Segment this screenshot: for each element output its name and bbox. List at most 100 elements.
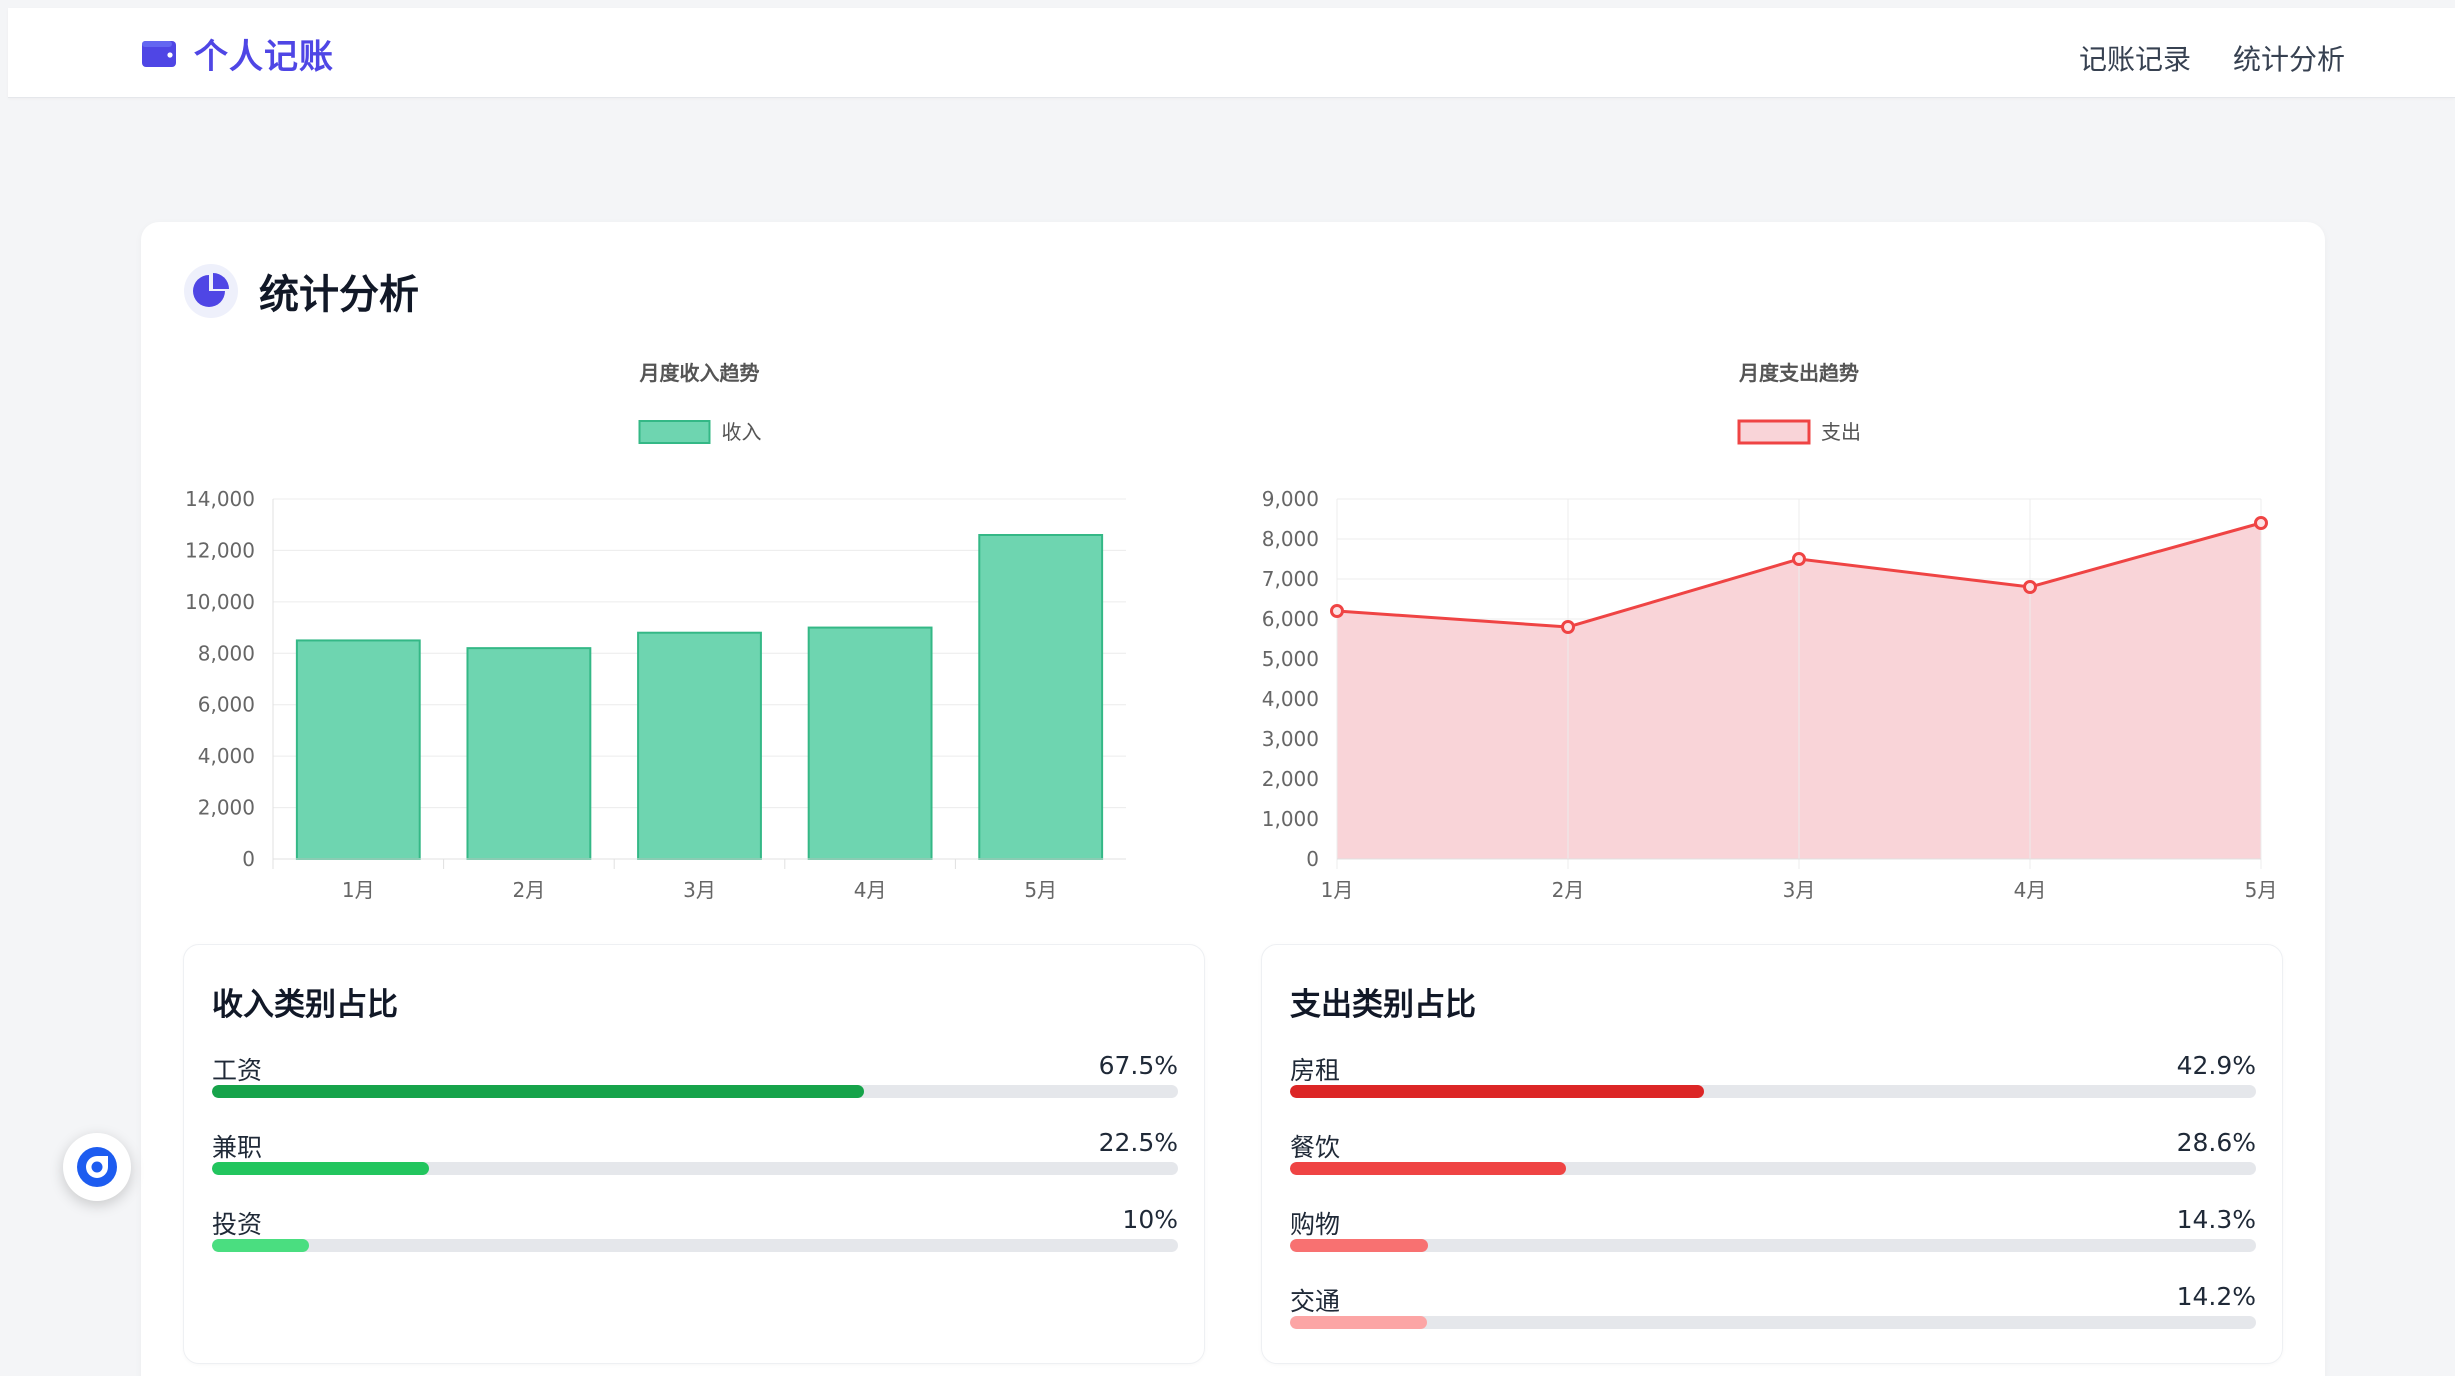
y-tick-label: 14,000	[185, 487, 255, 511]
category-name: 餐饮	[1290, 1133, 1341, 1162]
y-tick-label: 1,000	[1262, 807, 1319, 831]
x-tick-label: 2月	[1552, 878, 1585, 902]
progress-fill	[1290, 1162, 1567, 1175]
category-percent: 14.3%	[2176, 1205, 2256, 1234]
category-row: 工资 67.5%	[212, 1051, 1178, 1111]
data-point	[1792, 552, 1806, 566]
data-point	[2023, 580, 2037, 594]
category-percent: 10%	[1122, 1205, 1178, 1234]
progress-track	[1290, 1316, 2256, 1329]
progress-fill	[212, 1239, 309, 1252]
y-tick-label: 5,000	[1262, 647, 1319, 671]
expense-category-title: 支出类别占比	[1290, 987, 1476, 1023]
category-name: 房租	[1290, 1056, 1341, 1085]
income-chart: 月度收入趋势收入 0 2,000 4,000 6,000 8,000 10,000 12,00…	[171, 352, 1171, 916]
category-percent: 67.5%	[1098, 1051, 1178, 1080]
assistant-icon	[77, 1147, 117, 1187]
wallet-icon	[142, 41, 176, 67]
data-point	[1561, 620, 1575, 634]
y-tick-label: 10,000	[185, 590, 255, 614]
category-row: 交通 14.2%	[1290, 1282, 2256, 1342]
expense-chart: 月度支出趋势支出 0 1,000 2,000 3,000 4,000 5,000 6,000 7…	[1249, 352, 2299, 916]
category-row: 投资 10%	[212, 1205, 1178, 1265]
progress-track	[212, 1162, 1178, 1175]
section-header: 统计分析	[183, 262, 419, 320]
x-tick-label: 2月	[513, 878, 546, 902]
progress-fill	[212, 1085, 865, 1098]
statistics-card: 统计分析 月度收入趋势收入 0 2,000 4,000 6,000 8,000 10,000…	[141, 222, 2325, 1376]
income-category-card: 收入类别占比 工资 67.5% 兼职 22.5% 投资 10%	[183, 944, 1205, 1364]
brand-title: 个人记账	[194, 36, 334, 77]
y-tick-label: 6,000	[1262, 607, 1319, 631]
x-tick-label: 5月	[1024, 878, 1057, 902]
y-tick-label: 4,000	[198, 744, 255, 768]
category-row: 兼职 22.5%	[212, 1128, 1178, 1188]
legend-label: 收入	[722, 420, 762, 444]
category-percent: 42.9%	[2176, 1051, 2256, 1080]
y-tick-label: 7,000	[1262, 567, 1319, 591]
progress-track	[212, 1239, 1178, 1252]
y-tick-label: 4,000	[1262, 687, 1319, 711]
category-name: 交通	[1290, 1287, 1341, 1316]
data-point	[2254, 516, 2268, 530]
y-tick-label: 0	[242, 847, 255, 871]
y-tick-label: 3,000	[1262, 727, 1319, 751]
bar	[807, 626, 933, 861]
category-row: 餐饮 28.6%	[1290, 1128, 2256, 1188]
x-tick-label: 1月	[342, 878, 375, 902]
y-tick-label: 0	[1306, 847, 1319, 871]
category-percent: 14.2%	[2176, 1282, 2256, 1311]
category-name: 购物	[1290, 1210, 1341, 1239]
pie-chart-icon	[184, 264, 238, 318]
category-row: 房租 42.9%	[1290, 1051, 2256, 1111]
bar	[978, 534, 1104, 860]
progress-fill	[1290, 1316, 1428, 1329]
category-percent: 22.5%	[1098, 1128, 1178, 1157]
y-tick-label: 2,000	[1262, 767, 1319, 791]
progress-fill	[1290, 1085, 1705, 1098]
data-point	[1330, 604, 1344, 618]
legend-swatch	[638, 420, 711, 444]
legend-label: 支出	[1821, 420, 1861, 444]
expense-category-card: 支出类别占比 房租 42.9% 餐饮 28.6% 购物 14.3% 交通 14.…	[1261, 944, 2283, 1364]
bar	[466, 647, 592, 860]
category-name: 投资	[212, 1210, 263, 1239]
progress-track	[1290, 1085, 2256, 1098]
progress-fill	[1290, 1239, 1429, 1252]
x-tick-label: 4月	[2014, 878, 2047, 902]
x-tick-label: 1月	[1321, 878, 1354, 902]
progress-track	[1290, 1162, 2256, 1175]
x-tick-label: 5月	[2245, 878, 2278, 902]
y-tick-label: 12,000	[185, 538, 255, 562]
income-category-title: 收入类别占比	[212, 987, 398, 1023]
nav-link-records[interactable]: 记账记录	[2078, 43, 2191, 76]
chart-title: 月度收入趋势	[639, 361, 760, 385]
assistant-float-button[interactable]	[63, 1133, 131, 1201]
y-tick-label: 2,000	[198, 796, 255, 820]
bar	[637, 631, 762, 861]
progress-track	[212, 1085, 1178, 1098]
brand[interactable]: 个人记账	[140, 30, 334, 77]
chart-title: 月度支出趋势	[1738, 361, 1859, 385]
section-title: 统计分析	[259, 272, 419, 318]
legend-swatch	[1737, 419, 1811, 445]
main-nav: 记账记录 统计分析	[2079, 38, 2345, 78]
top-navbar: 个人记账 记账记录 统计分析	[8, 8, 2455, 98]
progress-fill	[212, 1162, 430, 1175]
x-tick-label: 3月	[1783, 878, 1816, 902]
category-row: 购物 14.3%	[1290, 1205, 2256, 1265]
x-tick-label: 3月	[683, 878, 716, 902]
progress-track	[1290, 1239, 2256, 1252]
x-tick-label: 4月	[854, 878, 887, 902]
category-name: 工资	[212, 1056, 263, 1085]
y-tick-label: 8,000	[198, 641, 255, 665]
nav-link-statistics[interactable]: 统计分析	[2232, 43, 2345, 76]
category-name: 兼职	[212, 1133, 263, 1162]
y-tick-label: 9,000	[1262, 487, 1319, 511]
y-tick-label: 8,000	[1262, 527, 1319, 551]
bar	[295, 639, 421, 860]
category-percent: 28.6%	[2176, 1128, 2256, 1157]
y-tick-label: 6,000	[198, 693, 255, 717]
